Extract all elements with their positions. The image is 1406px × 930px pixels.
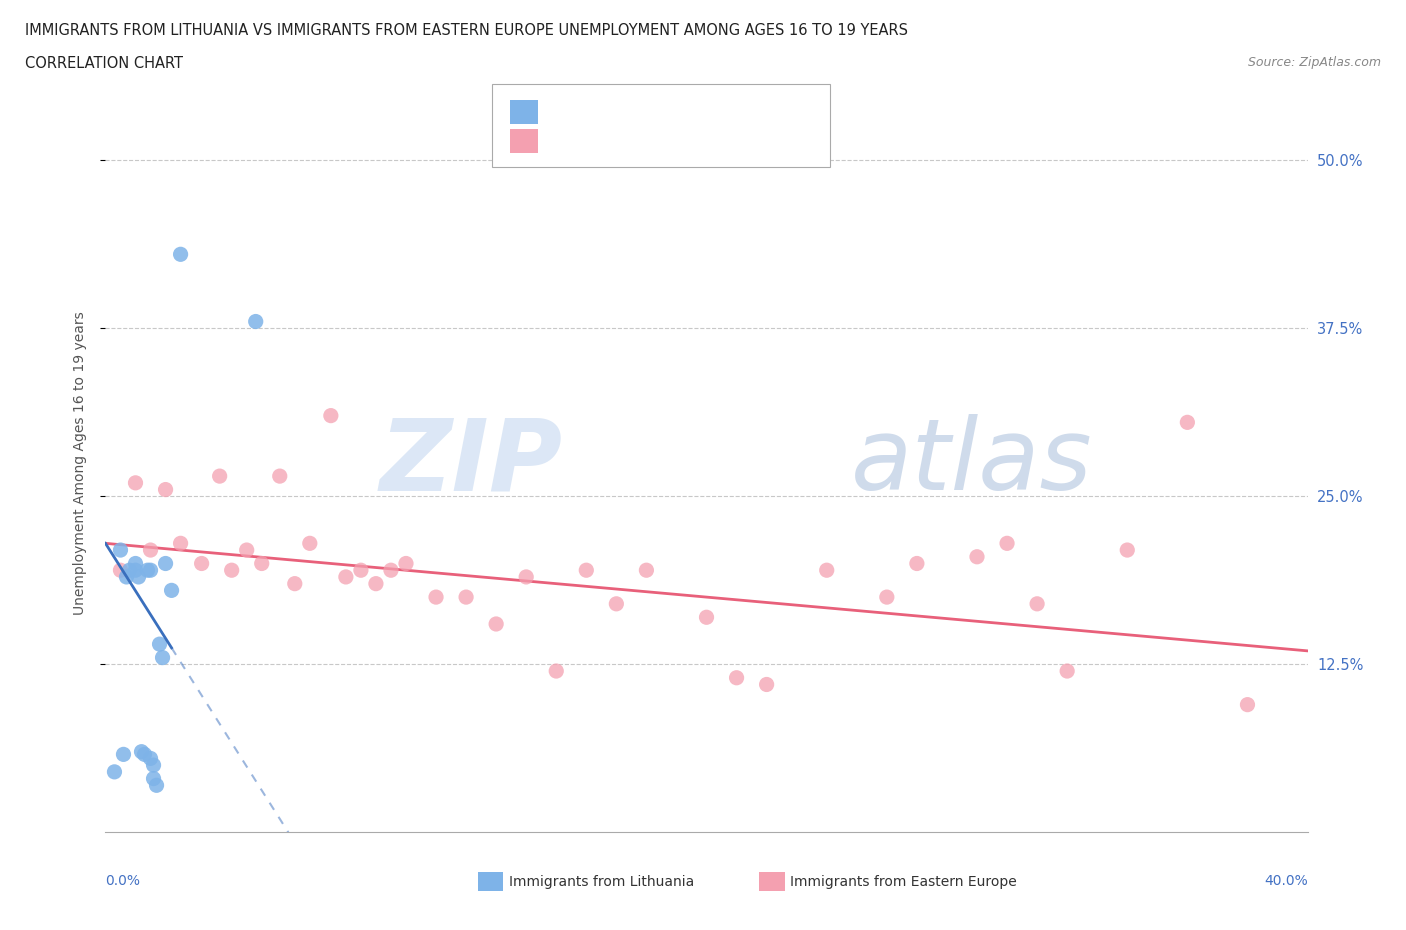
Point xyxy=(605,596,627,611)
Point xyxy=(284,577,307,591)
Point xyxy=(145,777,167,792)
Point xyxy=(139,542,162,557)
Point xyxy=(110,542,132,557)
Point xyxy=(995,536,1018,551)
Point xyxy=(380,563,402,578)
Point xyxy=(1175,415,1198,430)
Point xyxy=(546,664,568,679)
Point xyxy=(155,556,177,571)
Text: atlas: atlas xyxy=(851,414,1092,512)
Point xyxy=(103,764,125,779)
Point xyxy=(755,677,778,692)
Point xyxy=(235,542,257,557)
Point xyxy=(298,536,321,551)
Point xyxy=(636,563,658,578)
Point xyxy=(1236,698,1258,712)
Point xyxy=(115,569,138,584)
Point xyxy=(155,482,177,497)
Point xyxy=(395,556,418,571)
Point xyxy=(335,569,357,584)
Text: R = -0.194   N = 40: R = -0.194 N = 40 xyxy=(544,132,721,151)
Point xyxy=(152,650,174,665)
Point xyxy=(131,744,153,759)
Point xyxy=(169,536,191,551)
Point xyxy=(124,475,146,490)
Point xyxy=(364,577,387,591)
Point xyxy=(118,563,141,578)
Point xyxy=(124,563,146,578)
Point xyxy=(208,469,231,484)
Point xyxy=(139,751,162,766)
Point xyxy=(966,550,988,565)
Text: ZIP: ZIP xyxy=(380,414,562,512)
Point xyxy=(134,747,156,762)
Point xyxy=(485,617,508,631)
Point xyxy=(139,563,162,578)
Text: Source: ZipAtlas.com: Source: ZipAtlas.com xyxy=(1247,56,1381,69)
Point xyxy=(221,563,243,578)
Point xyxy=(696,610,718,625)
Point xyxy=(515,569,537,584)
Point xyxy=(725,671,748,685)
Point xyxy=(575,563,598,578)
Point xyxy=(128,569,150,584)
Point xyxy=(160,583,183,598)
Text: IMMIGRANTS FROM LITHUANIA VS IMMIGRANTS FROM EASTERN EUROPE UNEMPLOYMENT AMONG A: IMMIGRANTS FROM LITHUANIA VS IMMIGRANTS … xyxy=(25,23,908,38)
Point xyxy=(1116,542,1139,557)
Text: Immigrants from Eastern Europe: Immigrants from Eastern Europe xyxy=(790,874,1017,889)
Point xyxy=(905,556,928,571)
Point xyxy=(136,563,159,578)
Point xyxy=(269,469,291,484)
Point xyxy=(1026,596,1049,611)
Point xyxy=(124,556,146,571)
Point xyxy=(190,556,212,571)
Point xyxy=(148,637,170,652)
Point xyxy=(142,758,165,773)
Point xyxy=(169,246,191,261)
Point xyxy=(815,563,838,578)
Point xyxy=(876,590,898,604)
Text: 0.0%: 0.0% xyxy=(105,874,141,888)
Point xyxy=(112,747,135,762)
Y-axis label: Unemployment Among Ages 16 to 19 years: Unemployment Among Ages 16 to 19 years xyxy=(73,311,87,615)
Point xyxy=(245,314,267,329)
Point xyxy=(454,590,477,604)
Point xyxy=(110,563,132,578)
Text: CORRELATION CHART: CORRELATION CHART xyxy=(25,56,183,71)
Text: R = -0.317   N = 22: R = -0.317 N = 22 xyxy=(544,102,721,121)
Point xyxy=(250,556,273,571)
Point xyxy=(350,563,373,578)
Point xyxy=(425,590,447,604)
Point xyxy=(142,771,165,786)
Text: 40.0%: 40.0% xyxy=(1264,874,1308,888)
Point xyxy=(319,408,342,423)
Point xyxy=(1056,664,1078,679)
Text: Immigrants from Lithuania: Immigrants from Lithuania xyxy=(509,874,695,889)
